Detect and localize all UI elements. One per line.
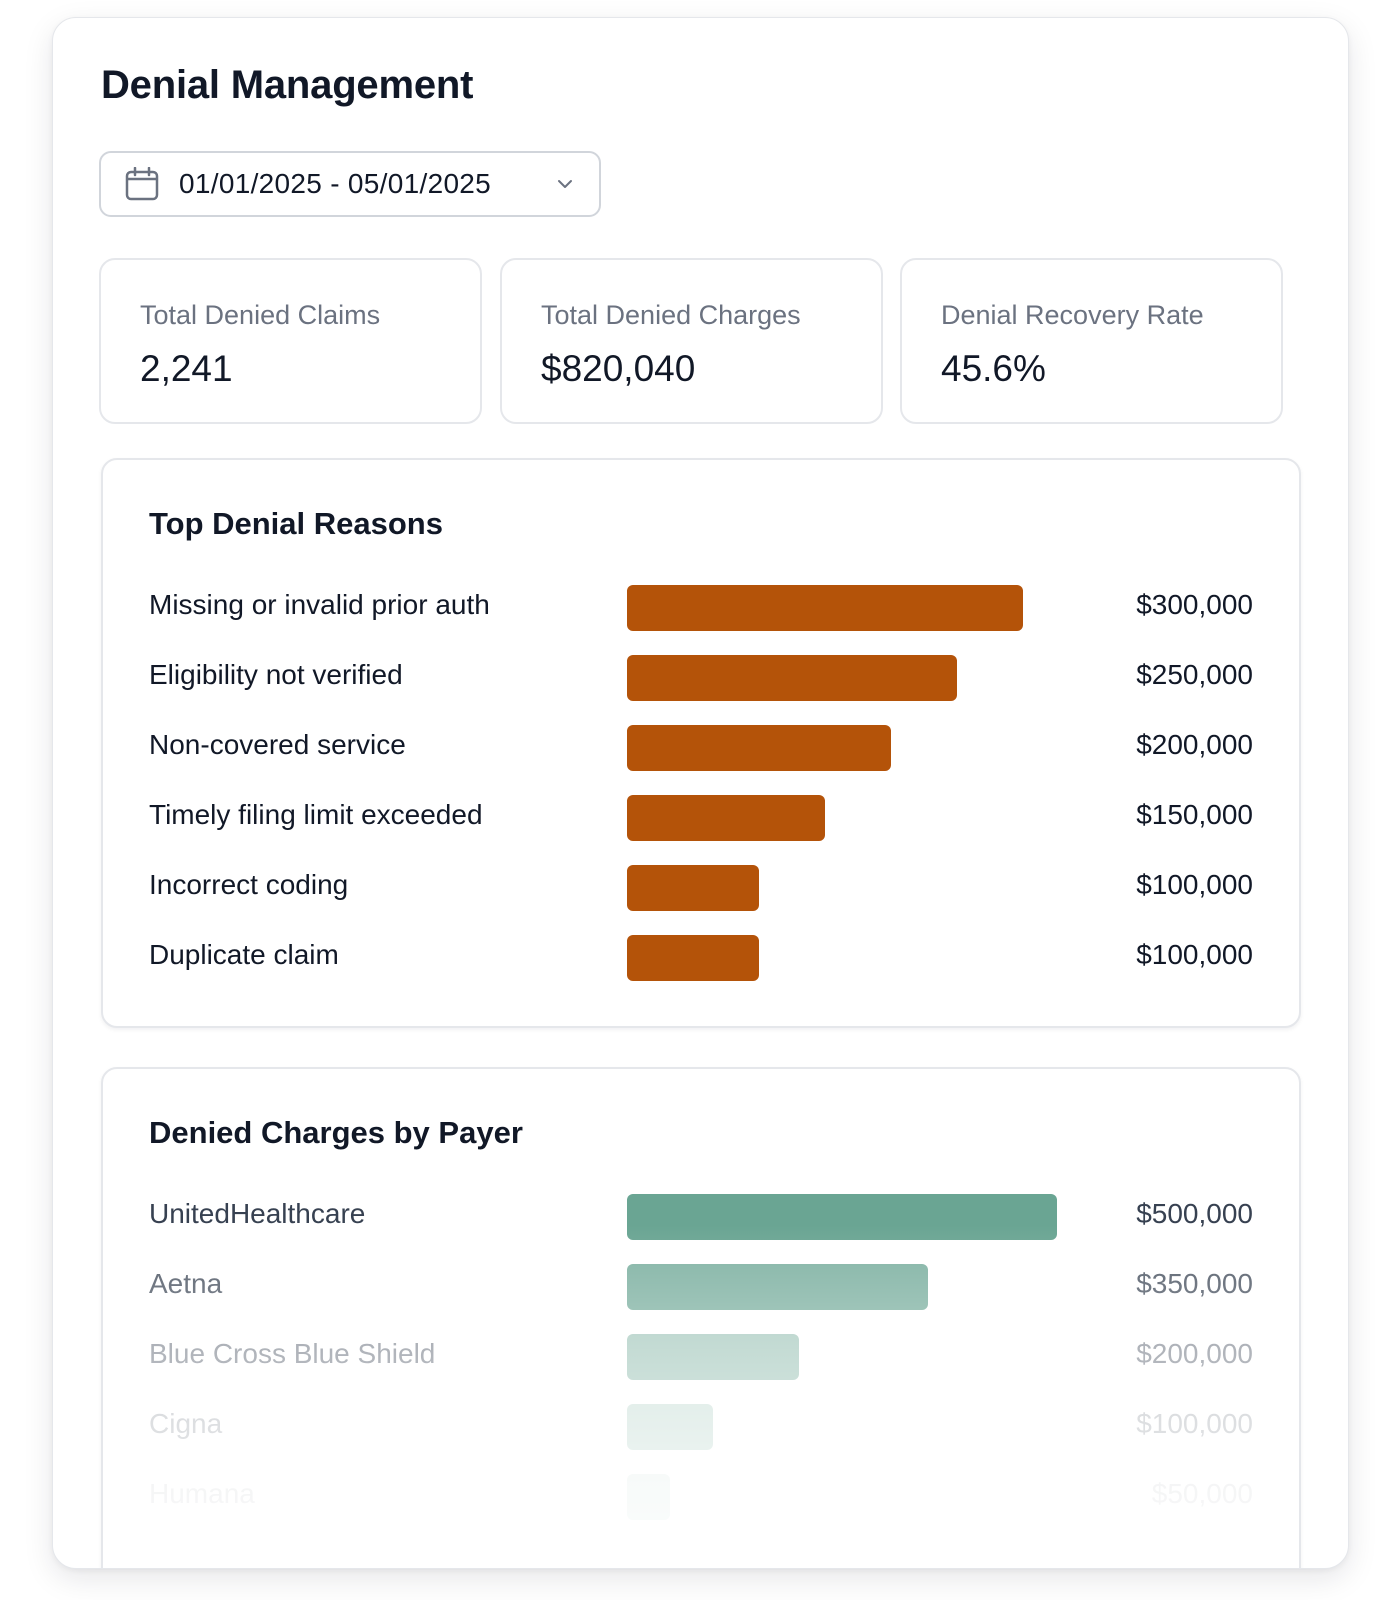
payer-bar — [627, 1264, 928, 1310]
denial-reason-value: $150,000 — [1136, 799, 1253, 830]
kpi-label: Total Denied Claims — [140, 300, 381, 330]
payer-row: Blue Cross Blue Shield $200,000 — [103, 1334, 1299, 1380]
denial-reason-row: Incorrect coding $100,000 — [103, 865, 1299, 911]
denial-reason-bar — [627, 865, 759, 911]
denial-reason-label: Timely filing limit exceeded — [149, 799, 483, 830]
payer-row: Aetna $350,000 — [103, 1264, 1299, 1310]
denied-charges-by-payer-panel: Denied Charges by Payer UnitedHealthcare… — [101, 1067, 1301, 1568]
denial-reason-row: Non-covered service $200,000 — [103, 725, 1299, 771]
date-range-picker[interactable]: 01/01/2025 - 05/01/2025 — [99, 151, 601, 217]
calendar-icon — [125, 167, 159, 201]
page-title: Denial Management — [101, 63, 474, 107]
payer-value: $500,000 — [1136, 1198, 1253, 1229]
payer-label: UnitedHealthcare — [149, 1198, 366, 1229]
denial-reason-bar — [627, 725, 891, 771]
payer-value: $350,000 — [1136, 1268, 1253, 1299]
payer-row: Humana $50,000 — [103, 1474, 1299, 1520]
payer-label: Humana — [149, 1478, 255, 1509]
panel-title: Top Denial Reasons — [149, 506, 443, 541]
denial-reason-label: Eligibility not verified — [149, 659, 403, 690]
payer-label: Cigna — [149, 1408, 223, 1439]
payer-row: Cigna $100,000 — [103, 1404, 1299, 1450]
denial-reason-row: Eligibility not verified $250,000 — [103, 655, 1299, 701]
denial-reason-bar — [627, 935, 759, 981]
chevron-down-icon — [555, 174, 575, 194]
denial-management-card: Denial Management 01/01/2025 - 05/01/202… — [52, 17, 1349, 1569]
payer-value: $50,000 — [1151, 1478, 1253, 1509]
denial-reason-value: $100,000 — [1136, 869, 1253, 900]
payer-value: $100,000 — [1136, 1408, 1253, 1439]
denial-reason-bar — [627, 585, 1023, 631]
payer-bar — [627, 1474, 670, 1520]
denial-reason-label: Incorrect coding — [149, 869, 349, 900]
kpi-value: 2,241 — [140, 348, 233, 389]
denial-reason-value: $250,000 — [1136, 659, 1253, 690]
kpi-value: 45.6% — [941, 348, 1046, 389]
denial-reason-value: $100,000 — [1136, 939, 1253, 970]
denial-reason-value: $300,000 — [1136, 589, 1253, 620]
date-range-value: 01/01/2025 - 05/01/2025 — [179, 168, 492, 199]
kpi-label: Total Denied Charges — [541, 300, 801, 330]
kpi-total-denied-claims: Total Denied Claims 2,241 — [99, 258, 482, 424]
payer-label: Blue Cross Blue Shield — [149, 1338, 436, 1369]
payer-bar — [627, 1404, 713, 1450]
kpi-label: Denial Recovery Rate — [941, 300, 1204, 330]
denial-reason-label: Non-covered service — [149, 729, 406, 760]
denial-reason-label: Missing or invalid prior auth — [149, 589, 490, 620]
panel-title: Denied Charges by Payer — [149, 1115, 523, 1150]
denial-reason-row: Missing or invalid prior auth $300,000 — [103, 585, 1299, 631]
payer-label: Aetna — [149, 1268, 223, 1299]
payer-bar — [627, 1194, 1057, 1240]
denial-reason-value: $200,000 — [1136, 729, 1253, 760]
kpi-denial-recovery-rate: Denial Recovery Rate 45.6% — [900, 258, 1283, 424]
denial-reason-bar — [627, 795, 825, 841]
denial-reason-label: Duplicate claim — [149, 939, 339, 970]
kpi-value: $820,040 — [541, 348, 696, 389]
top-denial-reasons-panel: Top Denial Reasons Missing or invalid pr… — [101, 458, 1301, 1028]
denial-reason-bar — [627, 655, 957, 701]
payer-row: UnitedHealthcare $500,000 — [103, 1194, 1299, 1240]
payer-bar — [627, 1334, 799, 1380]
denial-reason-row: Duplicate claim $100,000 — [103, 935, 1299, 981]
payer-value: $200,000 — [1136, 1338, 1253, 1369]
denial-reason-row: Timely filing limit exceeded $150,000 — [103, 795, 1299, 841]
kpi-total-denied-charges: Total Denied Charges $820,040 — [500, 258, 883, 424]
